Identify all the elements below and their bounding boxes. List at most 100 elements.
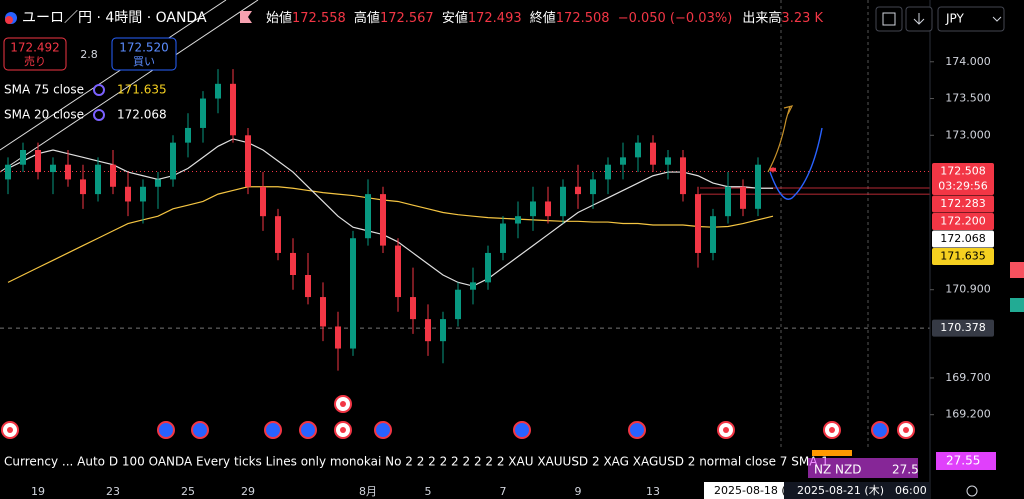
candle-body [260, 186, 266, 217]
candle-body [695, 194, 701, 253]
candle-body [575, 186, 581, 195]
candle-body [470, 282, 476, 290]
countdown: 03:29:56 [938, 179, 987, 192]
icon [882, 12, 896, 26]
symbol: ユーロ／円 · 4時間 · OANDA [22, 10, 207, 26]
candle-body [320, 297, 326, 327]
legend-name: SMA 75 close [4, 83, 84, 97]
y-tick-label: 170.900 [945, 283, 991, 296]
x-tick-label: 9 [575, 485, 582, 498]
candle-body [125, 186, 131, 202]
sell-label: 売り [24, 55, 46, 68]
x-tick-label: 8月 [359, 485, 377, 498]
y-tick-label: 174.000 [945, 55, 991, 68]
candle-body [365, 194, 371, 239]
event-icons [1, 395, 915, 439]
currency: JPY [945, 12, 965, 26]
price-tag-label: 172.283 [940, 197, 986, 210]
label: 高値 [354, 10, 380, 26]
legend: SMA 75 close 171.635 SMA 20 close 172.068 [4, 83, 167, 122]
value: 172.493 [468, 11, 522, 26]
candle-body [215, 83, 221, 99]
candle-body [770, 167, 776, 172]
nz-label: NZ NZD [814, 463, 861, 477]
currency-select[interactable] [937, 6, 1005, 32]
y-tick-label: 173.000 [945, 128, 991, 141]
candle-body [665, 157, 671, 165]
price-tag [932, 162, 994, 195]
candle-body [230, 83, 236, 136]
candle-body [755, 164, 761, 209]
settings-icon[interactable] [966, 485, 978, 497]
price-tag [932, 230, 994, 248]
time: 06:00 [895, 484, 927, 497]
candle-body [245, 135, 251, 187]
label: 出来高 [742, 10, 781, 26]
candle-body [560, 186, 566, 217]
change: −0.050 (−0.03%) [618, 11, 733, 26]
y-tick-label: 169.200 [945, 408, 991, 421]
value: 172.567 [380, 11, 434, 26]
candle-body [545, 201, 551, 217]
candle-body [110, 164, 116, 187]
nz-value: 27.5 [892, 463, 919, 477]
price-tag [932, 212, 994, 230]
plot [0, 69, 930, 371]
legend-name: SMA 20 close [4, 108, 84, 122]
buy-button[interactable] [111, 37, 177, 71]
candle-body [185, 127, 191, 143]
candle-body [395, 245, 401, 298]
candle-body [80, 179, 86, 195]
projection [769, 127, 823, 200]
flag [240, 11, 252, 23]
candle-body [485, 252, 491, 283]
projection [767, 105, 791, 173]
legend-value: 172.068 [117, 108, 167, 122]
sell-button[interactable] [3, 37, 67, 71]
sell-price: 172.492 [10, 41, 60, 55]
candle-body [500, 223, 506, 253]
candle-body [455, 289, 461, 320]
legend-icon [93, 109, 105, 121]
layout-button[interactable] [875, 6, 903, 32]
candle-body [710, 216, 716, 253]
legend-icon [93, 84, 105, 96]
candle-body [140, 186, 146, 202]
symbol-icon [5, 16, 13, 24]
legend-value: 171.635 [117, 83, 167, 97]
projection-arrow [783, 105, 794, 115]
candle-body [425, 319, 431, 342]
candle-body [155, 179, 161, 187]
x-tick-label: 5 [425, 485, 432, 498]
price-tag-label: 172.068 [940, 232, 986, 245]
x-tick-label: 7 [500, 485, 507, 498]
icon [913, 13, 925, 25]
x-tick-label: 29 [241, 485, 255, 498]
label: 終値 [530, 10, 556, 26]
candle-body [725, 186, 731, 217]
price-tag-label: 171.635 [940, 249, 986, 262]
y-tick-label: 169.700 [945, 371, 991, 384]
candle-body [590, 179, 596, 195]
candle-body [20, 150, 26, 165]
value: 172.558 [292, 11, 346, 26]
marker [812, 450, 852, 456]
candle-body [5, 164, 11, 180]
price-tag-label: 170.378 [940, 321, 986, 334]
ohlc: 始値172.558 高値172.567 安値172.493 終値172.508 … [266, 10, 823, 26]
label: 始値 [266, 10, 292, 26]
value: 172.508 [556, 11, 610, 26]
candle-body [440, 319, 446, 342]
sma-line [7, 138, 773, 287]
price-tag [932, 195, 994, 213]
candle-body [170, 142, 176, 180]
candle-body [605, 164, 611, 180]
trend-line [0, 0, 259, 173]
price-tag [932, 247, 994, 265]
script-status: Currency ... Auto D 100 OANDA Every tick… [4, 455, 829, 469]
candle-body [35, 150, 41, 173]
candle-body [50, 164, 56, 173]
